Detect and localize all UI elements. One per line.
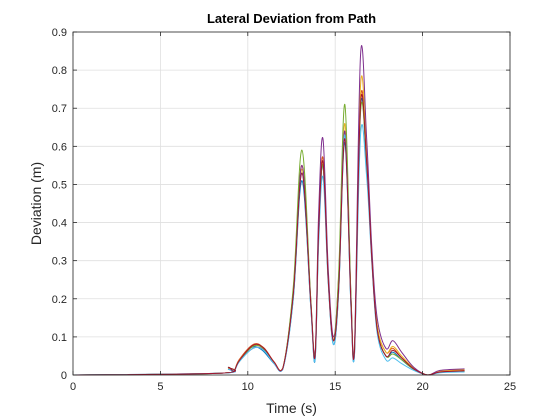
y-tick-label: 0.2 — [52, 294, 67, 306]
x-tick-label: 25 — [504, 381, 516, 393]
y-tick-label: 0 — [61, 370, 67, 382]
y-axis-label: Deviation (m) — [28, 162, 44, 245]
chart-title: Lateral Deviation from Path — [207, 11, 376, 26]
y-tick-label: 0.9 — [52, 27, 67, 39]
y-tick-label: 0.5 — [52, 179, 67, 191]
y-tick-label: 0.8 — [52, 65, 67, 77]
x-tick-label: 5 — [157, 381, 163, 393]
x-tick-label: 0 — [70, 381, 76, 393]
series-line-6 — [72, 124, 465, 376]
x-axis-ticks: 0 5 10 15 20 25 — [70, 32, 516, 393]
y-tick-label: 0.1 — [52, 332, 67, 344]
y-tick-label: 0.7 — [52, 103, 67, 115]
series-line-7 — [72, 94, 465, 376]
grid — [72, 31, 511, 376]
x-tick-label: 15 — [329, 381, 341, 393]
series-group — [72, 45, 465, 376]
y-axis-ticks: 0 0.1 0.2 0.3 0.4 0.5 0.6 0.7 0.8 0.9 — [52, 27, 510, 382]
y-tick-label: 0.6 — [52, 141, 67, 153]
plot-area — [73, 32, 510, 375]
x-tick-label: 10 — [242, 381, 254, 393]
y-tick-label: 0.3 — [52, 256, 67, 268]
x-axis-label: Time (s) — [266, 400, 317, 416]
y-tick-label: 0.4 — [52, 218, 67, 230]
axes-box — [72, 31, 511, 376]
x-tick-label: 20 — [416, 381, 428, 393]
